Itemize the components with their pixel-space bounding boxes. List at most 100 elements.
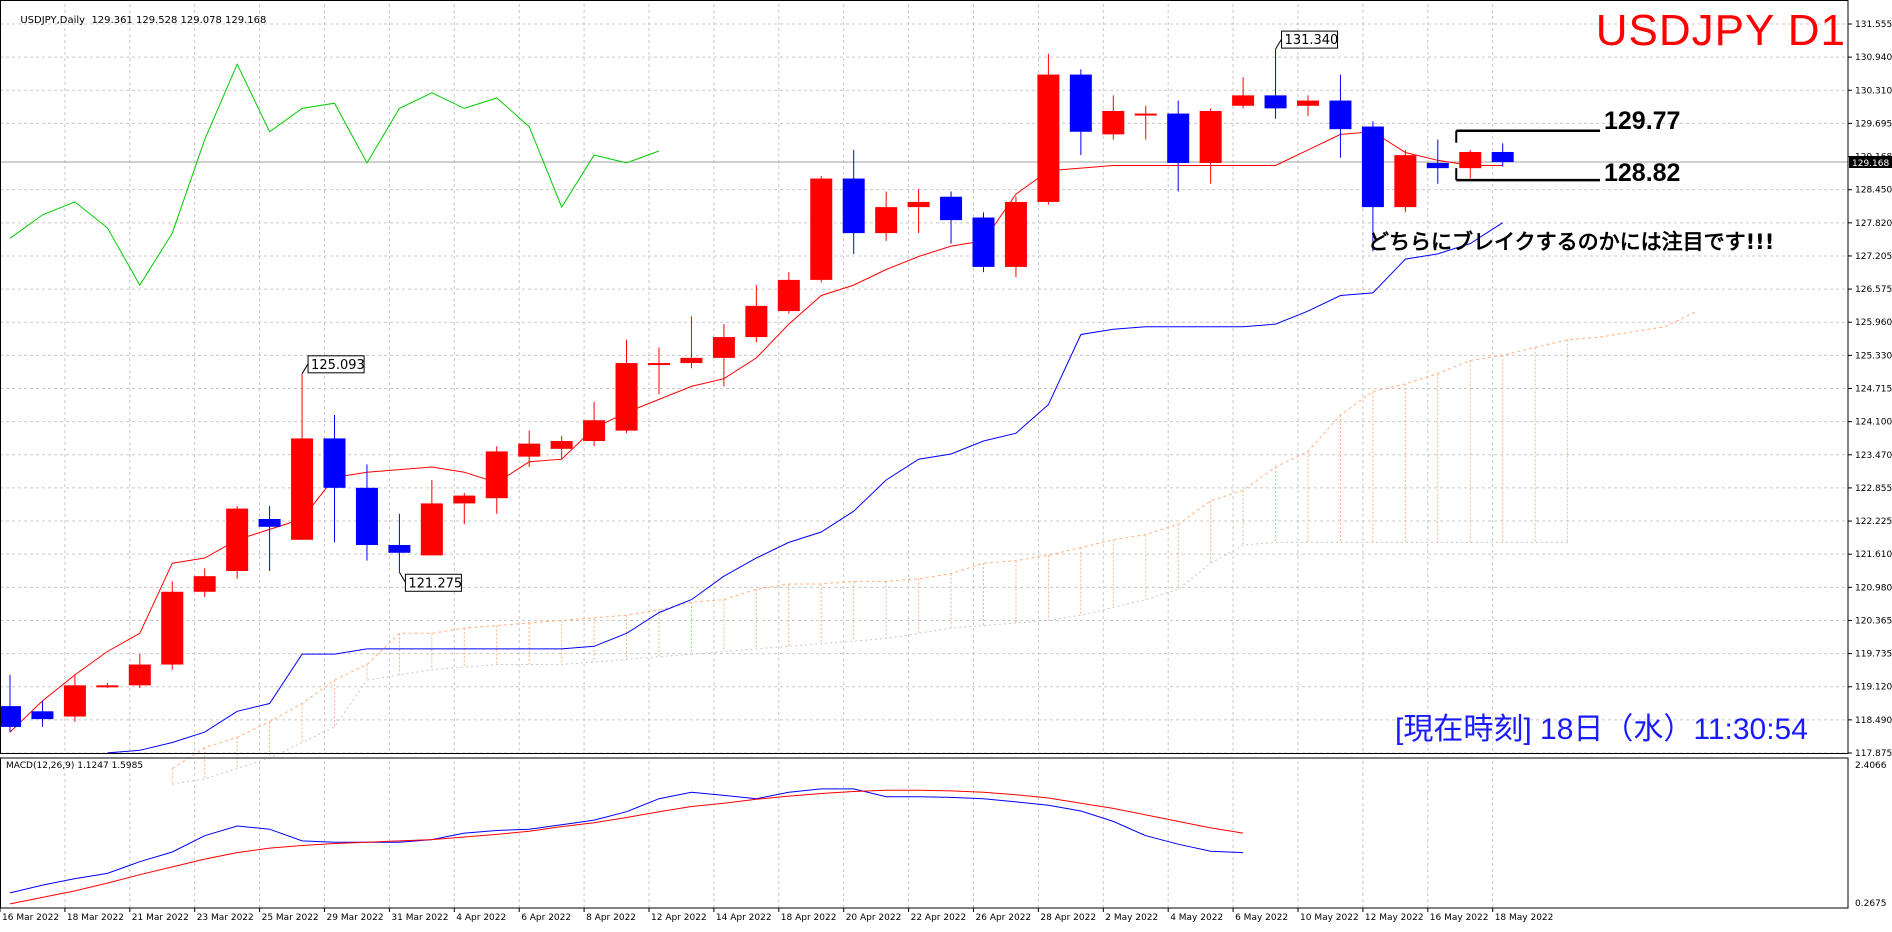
- y-tick-label: 120.365: [1855, 616, 1892, 626]
- y-tick-label: 127.820: [1855, 219, 1892, 229]
- y-tick-label: 122.225: [1855, 517, 1892, 527]
- annotation-label: 125.093: [311, 358, 365, 373]
- level-high-label: 129.77: [1604, 107, 1681, 135]
- candle-body: [712, 337, 735, 358]
- kijun-sen: [107, 222, 1503, 754]
- candle-body: [1102, 110, 1125, 135]
- candle-body: [1264, 95, 1287, 109]
- y-tick-label: 119.735: [1855, 650, 1892, 660]
- y-tick-label: 118.490: [1855, 716, 1892, 726]
- candle-body: [550, 441, 573, 449]
- level-low-label: 128.82: [1604, 159, 1681, 187]
- x-tick-label: 2 May 2022: [1105, 913, 1158, 923]
- candle-body: [615, 363, 638, 431]
- annotation-label: 121.275: [408, 576, 462, 591]
- macd-panel: [9, 788, 1244, 905]
- candle-body: [680, 357, 703, 364]
- x-tick-label: 20 Apr 2022: [846, 913, 902, 923]
- candle-body: [485, 451, 508, 499]
- candle-body: [1426, 162, 1449, 169]
- macd-label: MACD(12,26,9) 1.1247 1.5985: [6, 761, 144, 771]
- candle-body: [388, 544, 411, 553]
- candle-body: [226, 508, 249, 571]
- y-tick-label: 125.960: [1855, 318, 1892, 328]
- y-tick-label: 125.330: [1855, 351, 1892, 361]
- y-tick-label: 124.100: [1855, 418, 1892, 428]
- x-tick-label: 18 Mar 2022: [67, 913, 124, 923]
- candle-body: [875, 207, 898, 234]
- candle-body: [63, 685, 86, 717]
- candle-body: [161, 591, 184, 665]
- annotation-box: [404, 573, 462, 592]
- y-tick-label: 131.555: [1855, 20, 1892, 30]
- x-tick-label: 14 Apr 2022: [716, 913, 772, 923]
- candle-body: [1361, 126, 1384, 208]
- price-annotations: 125.093 121.275 131.340: [301, 30, 1339, 592]
- x-tick-label: 26 Apr 2022: [976, 913, 1032, 923]
- candle-body: [258, 518, 281, 527]
- x-tick-label: 18 May 2022: [1495, 913, 1554, 923]
- price-tag-label: 129.168: [1852, 159, 1889, 169]
- candle-body: [1167, 113, 1190, 163]
- main-frame: [0, 0, 1849, 754]
- candle-body: [1329, 100, 1352, 130]
- y-tick-label: 127.205: [1855, 252, 1892, 262]
- candle-body: [291, 438, 314, 540]
- candle-body: [648, 363, 670, 366]
- macd-frame: [0, 757, 1849, 909]
- candle-body: [1069, 74, 1092, 132]
- ichimoku-cloud: [171, 310, 1698, 785]
- y-tick-label: 129.695: [1855, 119, 1892, 129]
- x-tick-label: 12 Apr 2022: [651, 913, 707, 923]
- current-time: [現在時刻] 18日（水）11:30:54: [1395, 713, 1808, 746]
- annotation-label: 131.340: [1285, 33, 1339, 48]
- y-tick-label: 123.470: [1855, 451, 1892, 461]
- candle-body: [1297, 100, 1319, 106]
- candle-body: [96, 685, 119, 688]
- annotation-leader: [398, 572, 406, 583]
- grid-layer: [0, 4, 1848, 908]
- x-tick-label: 4 Apr 2022: [456, 913, 506, 923]
- macd-main-line: [9, 788, 1244, 894]
- x-tick-label: 8 Apr 2022: [586, 913, 636, 923]
- candle-body: [842, 178, 865, 234]
- annotation-box: [307, 355, 365, 374]
- x-tick-label: 6 Apr 2022: [521, 913, 571, 923]
- symbol-label: USDJPY,Daily: [20, 15, 86, 26]
- candle-body: [583, 420, 606, 442]
- candle-body: [518, 443, 541, 457]
- candle-body: [128, 664, 151, 686]
- annotation-leader: [1275, 38, 1282, 50]
- x-tick-label: 12 May 2022: [1365, 913, 1424, 923]
- x-tick-label: 21 Mar 2022: [132, 913, 189, 923]
- candle-body: [453, 495, 476, 504]
- candle-body: [1459, 152, 1482, 169]
- y-tick-label: 121.610: [1855, 550, 1892, 560]
- x-tick-label: 25 Mar 2022: [262, 913, 319, 923]
- y-tick-label: 119.120: [1855, 683, 1892, 693]
- candle-body: [31, 711, 54, 720]
- x-tick-label: 18 Apr 2022: [781, 913, 837, 923]
- candle-body: [0, 706, 21, 727]
- ohlc-values: 129.361 129.528 129.078 129.168: [91, 15, 267, 26]
- x-tick-label: 23 Mar 2022: [197, 913, 254, 923]
- candle-body: [1491, 151, 1514, 163]
- candle-body: [355, 487, 378, 545]
- candle-body: [972, 217, 995, 267]
- x-tick-label: 10 May 2022: [1300, 913, 1359, 923]
- candle-body: [193, 576, 216, 592]
- candle-body: [1037, 74, 1060, 202]
- y-tick-label: 128.450: [1855, 186, 1892, 196]
- y-tick-label: 126.575: [1855, 285, 1892, 295]
- annotation-box: [1281, 30, 1339, 49]
- x-tick-label: 4 May 2022: [1170, 913, 1223, 923]
- candle-body: [777, 279, 800, 312]
- break-note: どちらにブレイクするのかには注目です!!!: [1368, 230, 1775, 254]
- chikou-span: [9, 62, 660, 287]
- indicator-lines: [0, 62, 1848, 754]
- candle-body: [420, 503, 443, 556]
- candle-body: [1232, 95, 1255, 106]
